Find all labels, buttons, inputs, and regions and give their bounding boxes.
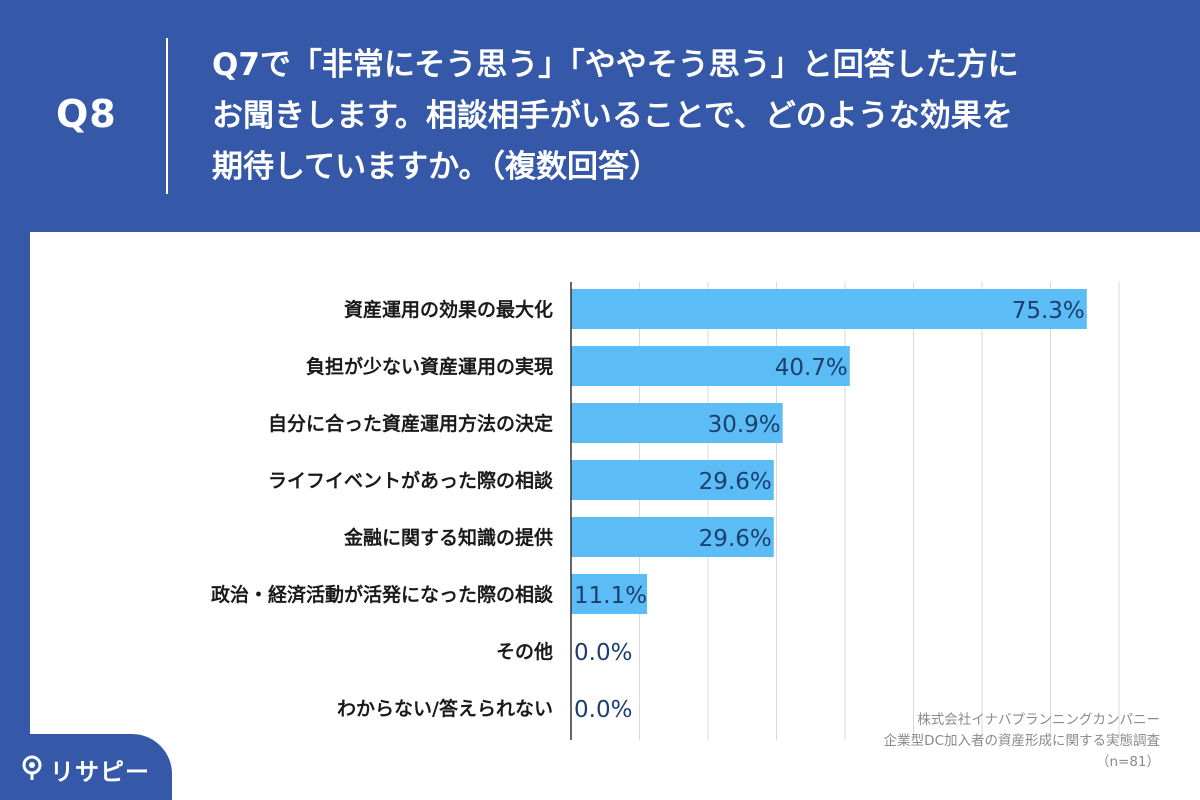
header: Q8 Q7で「非常にそう思う」「ややそう思う」と回答した方に お聞きします。相談… xyxy=(0,0,1200,230)
source-company: 株式会社イナバプランニングカンパニー xyxy=(917,712,1160,728)
bar xyxy=(571,517,774,557)
labels: 資産運用の効果の最大化 75.3% 負担が少ない資産運用の実現 40.7% 自分に合った… xyxy=(211,282,1085,740)
question-number: Q8 xyxy=(56,92,117,136)
bars xyxy=(571,289,1087,614)
category-label: その他 xyxy=(496,640,553,663)
category-label: 負担が少ない資産運用の実現 xyxy=(306,355,553,378)
category-label: 金融に関する知識の提供 xyxy=(343,526,553,549)
category-label: ライフイベントがあった際の相談 xyxy=(268,469,554,492)
question-line-1: Q7で「非常にそう思う」「ややそう思う」と回答した方に xyxy=(212,47,1019,83)
question-line-3: 期待していますか。（複数回答） xyxy=(212,149,660,185)
category-label: 資産運用の効果の最大化 xyxy=(344,298,553,321)
header-divider xyxy=(166,38,168,194)
category-label: 自分に合った資産運用方法の決定 xyxy=(268,412,553,435)
source-note: 株式会社イナバプランニングカンパニー 企業型DC加入者の資産形成に関する実態調査… xyxy=(884,710,1160,773)
value-label: 29.6% xyxy=(699,526,772,552)
value-label: 0.0% xyxy=(574,697,632,723)
value-label: 0.0% xyxy=(574,640,632,666)
logo-text: リサピー xyxy=(50,758,150,786)
category-label: わからない/答えられない xyxy=(337,697,553,720)
source-survey: 企業型DC加入者の資産形成に関する実態調査 xyxy=(883,733,1160,749)
source-sample: （n=81） xyxy=(1095,754,1160,770)
brand-logo: リサピー xyxy=(0,734,172,800)
bar xyxy=(571,346,850,386)
category-label: 政治・経済活動が活発になった際の相談 xyxy=(211,583,554,606)
bar-chart: 資産運用の効果の最大化 75.3% 負担が少ない資産運用の実現 40.7% 自分に合った… xyxy=(211,282,1120,740)
bar xyxy=(571,403,783,443)
bar xyxy=(571,460,774,500)
value-label: 30.9% xyxy=(708,412,781,438)
pin-icon xyxy=(22,755,42,780)
bar xyxy=(571,574,648,614)
value-label: 29.6% xyxy=(699,469,772,495)
value-label: 40.7% xyxy=(775,355,848,381)
question-text: Q7で「非常にそう思う」「ややそう思う」と回答した方に お聞きします。相談相手が… xyxy=(212,40,1172,193)
bar xyxy=(571,289,1087,329)
chart-panel: 資産運用の効果の最大化 75.3% 負担が少ない資産運用の実現 40.7% 自分に合った… xyxy=(30,232,1200,800)
value-label: 75.3% xyxy=(1012,298,1085,324)
value-label: 11.1% xyxy=(574,583,647,609)
question-line-2: お聞きします。相談相手がいることで、どのような効果を xyxy=(212,98,1013,134)
